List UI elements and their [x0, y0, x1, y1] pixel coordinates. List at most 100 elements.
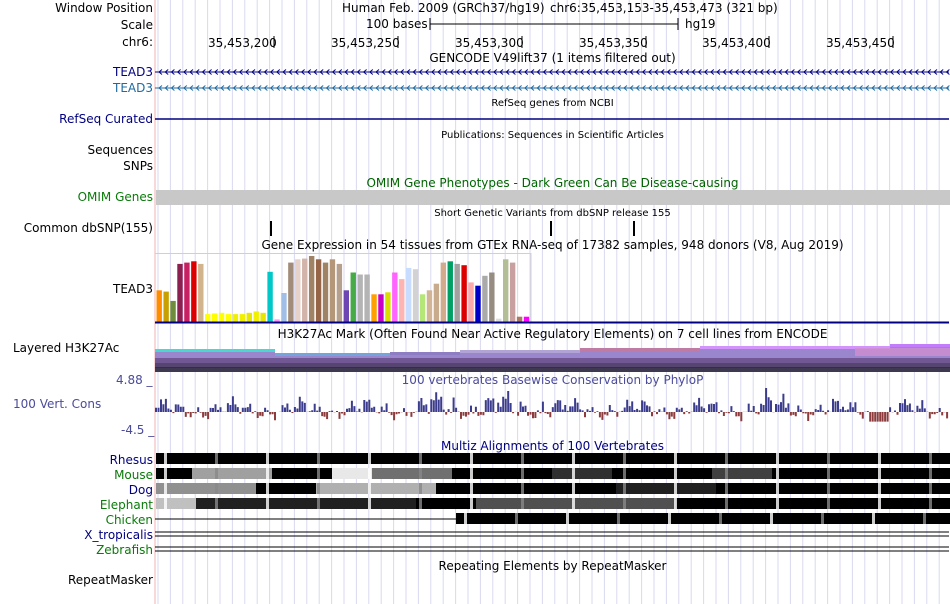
alignment-block — [436, 483, 616, 494]
alignment-block — [196, 498, 416, 509]
species-label-dog[interactable]: Dog — [128, 483, 153, 497]
gtex-bar — [426, 290, 433, 322]
alignment-gap — [827, 483, 830, 494]
repeatmasker-track-title[interactable]: Repeating Elements by RepeatMasker — [438, 559, 667, 573]
alignment-gap — [572, 498, 575, 509]
gtex-bar — [260, 312, 266, 322]
alignment-gap — [827, 498, 830, 509]
alignment-block — [772, 468, 950, 479]
position-label[interactable]: chr6:35,453,153-35,453,473 (321 bp) — [550, 1, 778, 15]
species-label-xtropicalis[interactable]: X_tropicalis — [84, 528, 153, 542]
species-label-rhesus[interactable]: Rhesus — [109, 453, 153, 467]
omim-track-title[interactable]: OMIM Gene Phenotypes - Dark Green Can Be… — [366, 176, 739, 190]
dbsnp-track-label[interactable]: Common dbSNP(155) — [23, 221, 153, 235]
alignment-gap — [215, 453, 218, 464]
alignment-gap — [419, 468, 422, 479]
alignment-gap — [215, 468, 218, 479]
alignment-gap — [419, 483, 422, 494]
alignment-gap — [776, 498, 779, 509]
gtex-bar — [461, 265, 467, 322]
alignment-gap — [776, 468, 779, 479]
gtex-bar — [405, 267, 412, 322]
window-position-label: Window Position — [55, 1, 153, 15]
gtex-bar — [343, 290, 350, 322]
species-label-elephant[interactable]: Elephant — [99, 498, 153, 512]
conservation-track-title[interactable]: 100 vertebrates Basewise Conservation by… — [401, 373, 704, 387]
alignment-gap — [266, 453, 269, 464]
publications-snps-label[interactable]: SNPs — [123, 159, 153, 173]
ruler-tick-label: 35,453,400 — [702, 36, 771, 50]
alignment-gap — [164, 468, 167, 479]
alignment-gap — [317, 453, 320, 464]
gtex-bar — [225, 314, 232, 322]
alignment-block — [156, 468, 192, 479]
ruler-tick-label: 35,453,200 — [208, 36, 277, 50]
conservation-negative-signal — [172, 412, 949, 422]
conservation-max-label: 4.88 _ — [116, 373, 153, 387]
alignment-gap — [470, 498, 473, 509]
gtex-bar — [163, 291, 169, 322]
alignment-gap — [470, 483, 473, 494]
gtex-bar — [503, 259, 509, 322]
alignment-gap — [266, 483, 269, 494]
gtex-track-label[interactable]: TEAD3 — [113, 282, 153, 296]
alignment-block — [716, 483, 950, 494]
alignment-gap — [821, 513, 824, 524]
gtex-track-title[interactable]: Gene Expression in 54 tissues from GTEx … — [261, 238, 844, 252]
gtex-bar — [211, 313, 218, 322]
ruler-tick-label: 35,453,300 — [455, 36, 524, 50]
alignment-gap — [719, 513, 722, 524]
alignment-gap — [215, 498, 218, 509]
gencode-item-label[interactable]: TEAD3 — [113, 81, 153, 95]
gtex-bar — [357, 274, 363, 322]
alignment-gap — [317, 468, 320, 479]
h3k27ac-track-label[interactable]: Layered H3K27Ac — [13, 341, 120, 355]
alignment-gap — [266, 498, 269, 509]
conservation-positive-signal — [155, 388, 941, 412]
alignment-gap — [368, 468, 371, 479]
h3k27ac-track-title[interactable]: H3K27Ac Mark (Often Found Near Active Re… — [277, 327, 828, 341]
alignment-gap — [878, 483, 881, 494]
alignment-gap — [521, 483, 524, 494]
alignment-gap — [566, 513, 569, 524]
dbsnp-track-title[interactable]: Short Genetic Variants from dbSNP releas… — [434, 208, 671, 219]
repeatmasker-track-label[interactable]: RepeatMasker — [67, 573, 153, 587]
alignment-gap — [929, 483, 932, 494]
conservation-min-label: -4.5 _ — [121, 423, 155, 437]
species-label-chicken[interactable]: Chicken — [105, 513, 153, 527]
alignment-gap — [617, 513, 620, 524]
h3k27ac-layer — [700, 346, 890, 349]
gtex-bar — [385, 292, 391, 322]
alignment-gap — [878, 453, 881, 464]
conservation-track-label[interactable]: 100 Vert. Cons — [13, 397, 102, 411]
refseq-track-label[interactable]: RefSeq Curated — [59, 112, 153, 126]
publications-track-title[interactable]: Publications: Sequences in Scientific Ar… — [441, 130, 664, 141]
gencode-gene-feature-chevrons — [158, 69, 950, 75]
gtex-bar — [232, 314, 239, 322]
omim-track-label[interactable]: OMIM Genes — [77, 190, 153, 204]
species-label-mouse[interactable]: Mouse — [114, 468, 153, 482]
alignment-gap — [623, 498, 626, 509]
gtex-bar — [177, 263, 183, 322]
gencode-track-title[interactable]: GENCODE V49lift37 (1 items filtered out) — [429, 51, 676, 65]
alignment-gap — [164, 483, 167, 494]
refseq-track-title[interactable]: RefSeq genes from NCBI — [491, 98, 614, 109]
assembly-label: Human Feb. 2009 (GRCh37/hg19) — [342, 1, 545, 15]
gtex-bar — [295, 259, 301, 322]
multiz-track-title[interactable]: Multiz Alignments of 100 Vertebrates — [440, 439, 665, 453]
snp-marker — [633, 221, 635, 236]
gtex-bar — [239, 314, 246, 322]
alignment-gap — [572, 453, 575, 464]
gtex-bar — [191, 261, 197, 322]
gencode-gene-feature-chevrons — [158, 85, 950, 91]
publications-sequences-label[interactable]: Sequences — [87, 143, 153, 157]
gtex-bar — [205, 314, 211, 322]
gtex-bar — [322, 262, 329, 322]
species-label-zebrafish[interactable]: Zebrafish — [96, 543, 153, 557]
h3k27ac-layer — [155, 358, 950, 363]
alignment-gap — [521, 468, 524, 479]
alignment-block — [156, 498, 196, 509]
gtex-bar — [496, 318, 502, 322]
gencode-item-label[interactable]: TEAD3 — [113, 65, 153, 79]
gtex-bar — [447, 261, 453, 322]
